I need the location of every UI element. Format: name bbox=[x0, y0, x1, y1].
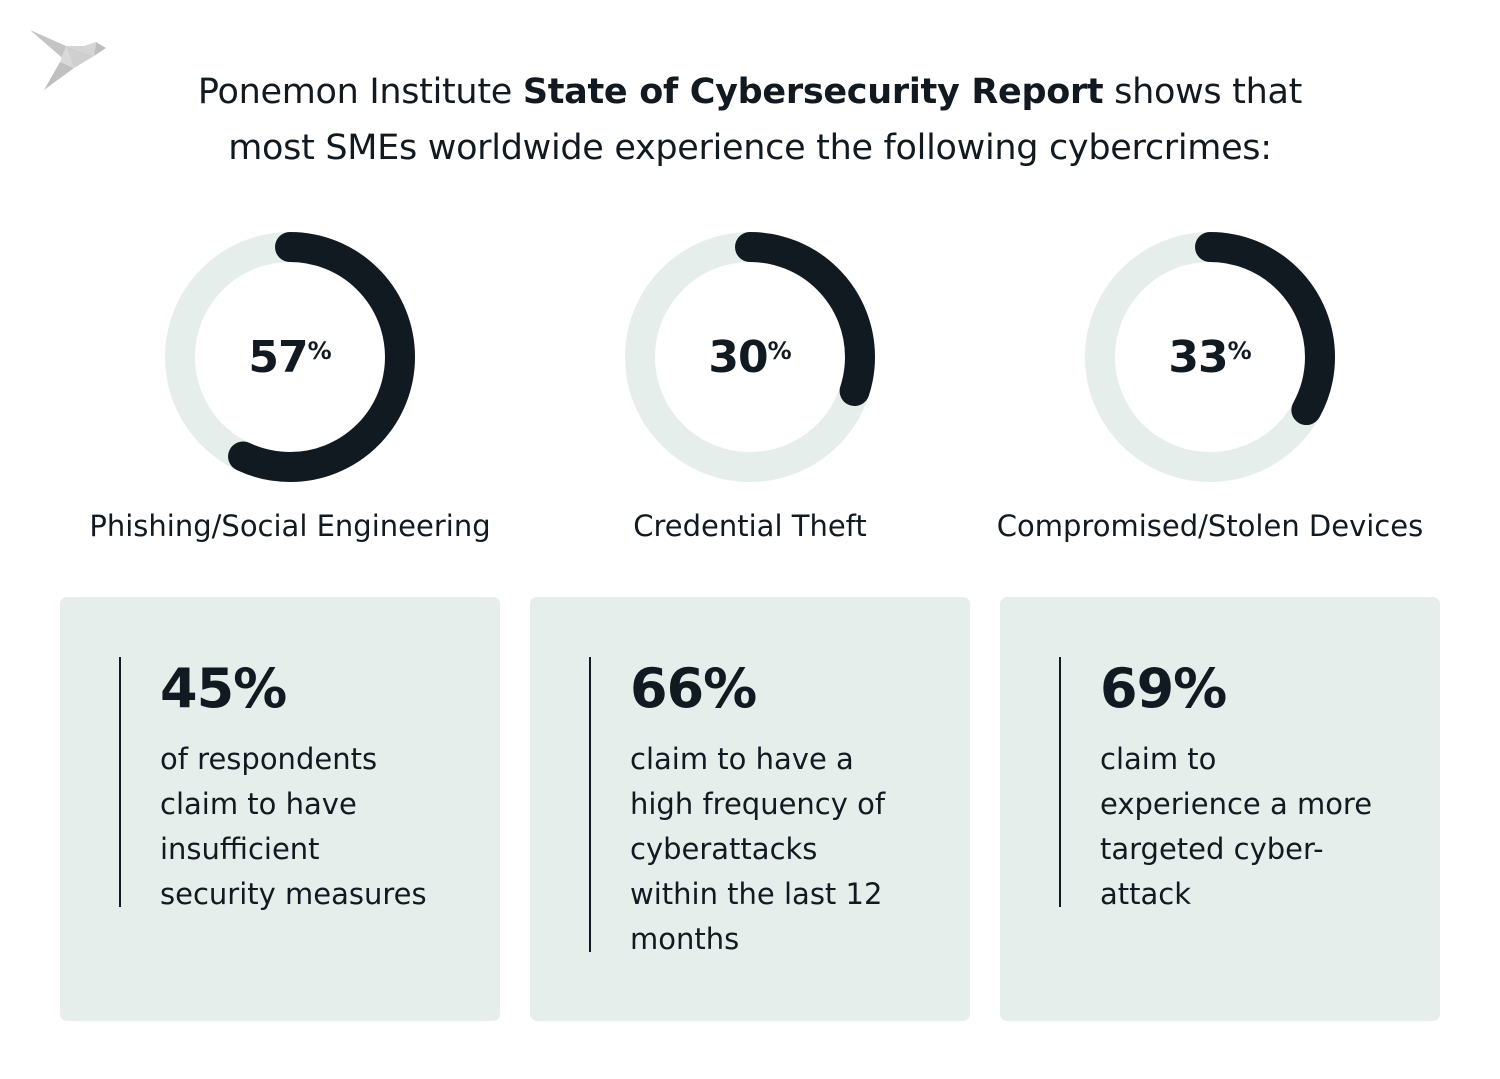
donut-label: Compromised/Stolen Devices bbox=[996, 509, 1424, 543]
percent-sign: % bbox=[767, 337, 792, 365]
donut-value-arc bbox=[625, 232, 875, 482]
divider bbox=[119, 657, 121, 907]
donut-chart: 30% bbox=[625, 232, 875, 482]
percent-sign: % bbox=[1227, 337, 1252, 365]
title-suffix: shows that bbox=[1103, 72, 1303, 112]
donut-label: Credential Theft bbox=[633, 509, 867, 543]
stat-line: months bbox=[630, 922, 740, 956]
page-title: Ponemon Institute State of Cybersecurity… bbox=[0, 64, 1500, 176]
stat-line: claim to have bbox=[160, 787, 357, 821]
donut-percent: 30% bbox=[625, 232, 875, 482]
donut-label: Phishing/Social Engineering bbox=[89, 509, 491, 543]
percent-number: 33 bbox=[1168, 331, 1228, 383]
stat-line: experience a more bbox=[1100, 787, 1373, 821]
stat-line: claim to bbox=[1100, 742, 1217, 776]
stat-line: security measures bbox=[160, 877, 427, 911]
divider bbox=[1059, 657, 1061, 907]
donut-chart: 33% bbox=[1085, 232, 1335, 482]
stat-card: 66% claim to have a high frequency of cy… bbox=[530, 597, 970, 1021]
donut-value-arc bbox=[1085, 232, 1335, 482]
donut-value-arc bbox=[165, 232, 415, 482]
stat-value: 66% bbox=[630, 657, 757, 720]
donut-chart: 57% bbox=[165, 232, 415, 482]
stat-description: of respondents claim to have insufficien… bbox=[160, 737, 460, 917]
title-prefix: Ponemon Institute bbox=[197, 72, 523, 112]
stat-line: of respondents bbox=[160, 742, 378, 776]
stat-description: claim to have a high frequency of cybera… bbox=[630, 737, 930, 962]
stat-card: 69% claim to experience a more targeted … bbox=[1000, 597, 1440, 1021]
stat-line: cyberattacks bbox=[630, 832, 818, 866]
stat-line: insufficient bbox=[160, 832, 320, 866]
title-report-name: State of Cybersecurity Report bbox=[522, 72, 1104, 112]
stat-line: claim to have a bbox=[630, 742, 854, 776]
percent-sign: % bbox=[307, 337, 332, 365]
donut-percent: 57% bbox=[165, 232, 415, 482]
stat-line: within the last 12 bbox=[630, 877, 883, 911]
stat-card: 45% of respondents claim to have insuffi… bbox=[60, 597, 500, 1021]
origami-bird-logo bbox=[28, 28, 108, 96]
stat-line: high frequency of bbox=[630, 787, 886, 821]
stat-line: targeted cyber- bbox=[1100, 832, 1324, 866]
stat-value: 45% bbox=[160, 657, 287, 720]
stat-line: attack bbox=[1100, 877, 1192, 911]
stat-value: 69% bbox=[1100, 657, 1227, 720]
stat-description: claim to experience a more targeted cybe… bbox=[1100, 737, 1400, 917]
percent-number: 30 bbox=[708, 331, 768, 383]
donut-percent: 33% bbox=[1085, 232, 1335, 482]
percent-number: 57 bbox=[248, 331, 308, 383]
title-line2: most SMEs worldwide experience the follo… bbox=[228, 128, 1272, 168]
divider bbox=[589, 657, 591, 952]
